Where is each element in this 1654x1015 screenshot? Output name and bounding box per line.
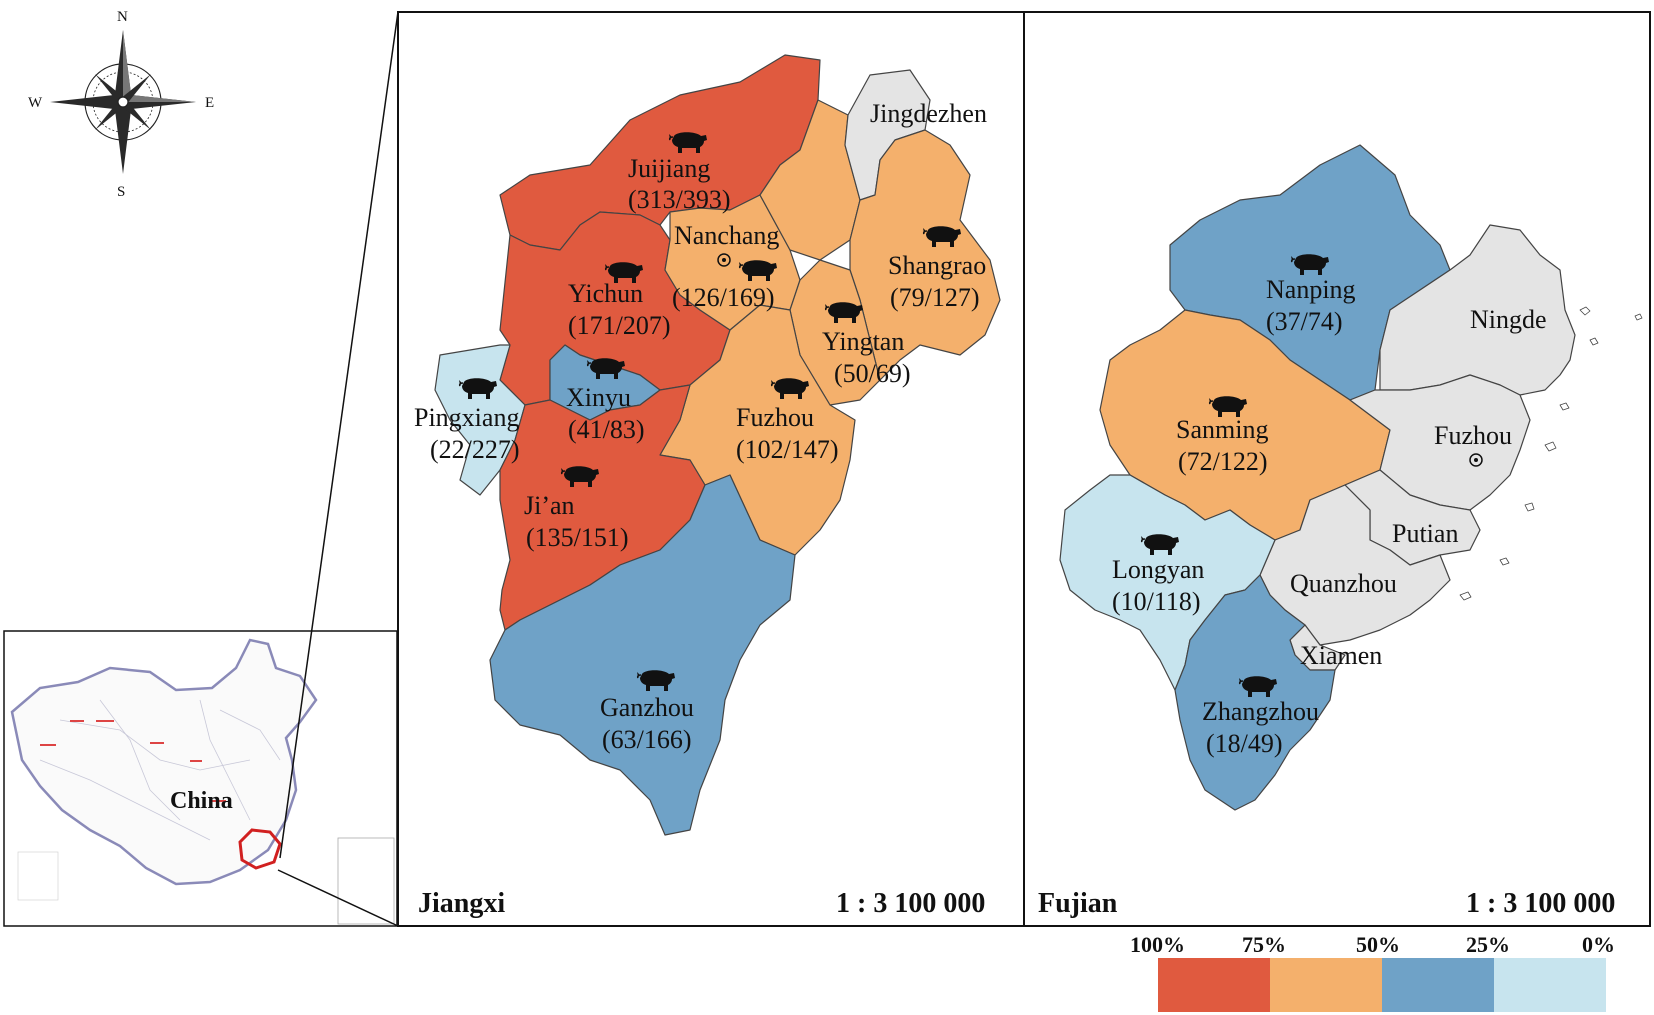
- compass-north-label: N: [117, 9, 128, 25]
- panel-title-jiangxi: Jiangxi: [418, 888, 505, 919]
- label-jingdezhen-name: Jingdezhen: [870, 99, 987, 128]
- label-ganzhou-ratio: (63/166): [602, 725, 692, 754]
- label-xinyu-ratio: (41/83): [568, 415, 645, 444]
- label-nanchang-ratio: (126/169): [672, 283, 775, 312]
- label-shangrao-ratio: (79/127): [890, 283, 980, 312]
- highlight-region: [238, 828, 282, 870]
- region-ganzhou: [489, 474, 796, 836]
- region-shangrao: [849, 129, 1001, 381]
- label-nanping-name: Nanping: [1266, 275, 1356, 304]
- capital-nanchang-icon: [717, 253, 731, 267]
- inset-label-china: China: [170, 788, 233, 814]
- label-ganzhou-name: Ganzhou: [600, 693, 694, 722]
- compass-west-label: W: [28, 95, 43, 111]
- label-yingtan-ratio: (50/69): [834, 359, 911, 388]
- panel-title-fujian: Fujian: [1038, 888, 1118, 919]
- compass-east-label: E: [205, 95, 214, 111]
- label-yingtan-name: Yingtan: [822, 327, 904, 356]
- legend: 100% 75% 50% 25% 0%: [1130, 932, 1615, 1012]
- zoom-line-top: [279, 11, 399, 859]
- label-zhangzhou-name: Zhangzhou: [1202, 697, 1319, 726]
- label-xinyu-name: Xinyu: [566, 383, 631, 412]
- label-shangrao-name: Shangrao: [888, 251, 986, 280]
- label-nanping-ratio: (37/74): [1266, 307, 1343, 336]
- label-xiamen-name: Xiamen: [1300, 641, 1382, 670]
- label-quanzhou-name: Quanzhou: [1290, 569, 1397, 598]
- label-longyan-name: Longyan: [1112, 555, 1204, 584]
- label-fuzhou-jx-name: Fuzhou: [736, 403, 814, 432]
- legend-swatch-25-50: [1382, 958, 1494, 1012]
- region-ningde: [1379, 224, 1576, 396]
- zoom-line-bottom: [277, 869, 399, 927]
- label-jian-ratio: (135/151): [526, 523, 629, 552]
- label-jiujiang-ratio: (313/393): [628, 185, 731, 214]
- label-sanming-name: Sanming: [1176, 415, 1268, 444]
- scale-jiangxi: 1 : 3 100 000: [836, 888, 985, 919]
- label-pingxiang-name: Pingxiang: [414, 403, 519, 432]
- label-longyan-ratio: (10/118): [1112, 587, 1201, 616]
- label-zhangzhou-ratio: (18/49): [1206, 729, 1283, 758]
- compass-rose-icon: N S E W: [28, 9, 214, 200]
- legend-swatch-0-25: [1494, 958, 1606, 1012]
- label-ningde-name: Ningde: [1470, 305, 1547, 334]
- label-sanming-ratio: (72/122): [1178, 447, 1268, 476]
- fujian-panel: [1023, 11, 1651, 927]
- legend-tick-100: 100%: [1130, 932, 1185, 957]
- scale-fujian: 1 : 3 100 000: [1466, 888, 1615, 919]
- legend-swatch-50-75: [1270, 958, 1382, 1012]
- label-jian-name: Ji’an: [524, 491, 575, 520]
- region-labels: Juijiang (313/393) Yichun (171/207) Nanc…: [414, 99, 1547, 758]
- capital-fuzhou-icon: [1469, 453, 1483, 467]
- legend-swatch-75-100: [1158, 958, 1270, 1012]
- label-putian-name: Putian: [1392, 519, 1458, 548]
- label-pingxiang-ratio: (22/227): [430, 435, 520, 464]
- fujian-map: [1059, 144, 1643, 811]
- region-fuzhou-fj: [1349, 374, 1531, 511]
- label-nanchang-name: Nanchang: [674, 221, 779, 250]
- legend-tick-25: 25%: [1466, 932, 1510, 957]
- label-fuzhou-jx-ratio: (102/147): [736, 435, 839, 464]
- legend-tick-0: 0%: [1582, 932, 1615, 957]
- label-yichun-name: Yichun: [568, 279, 643, 308]
- region-zhangzhou: [1174, 574, 1336, 811]
- jiangxi-map: [434, 54, 1001, 836]
- label-yichun-ratio: (171/207): [568, 311, 671, 340]
- china-inset-map: China: [3, 630, 398, 927]
- compass-south-label: S: [117, 184, 125, 200]
- china-outline: [10, 638, 318, 886]
- label-fuzhou-fj-name: Fuzhou: [1434, 421, 1512, 450]
- legend-tick-75: 75%: [1242, 932, 1286, 957]
- legend-tick-50: 50%: [1356, 932, 1400, 957]
- label-jiujiang-name: Juijiang: [628, 154, 710, 183]
